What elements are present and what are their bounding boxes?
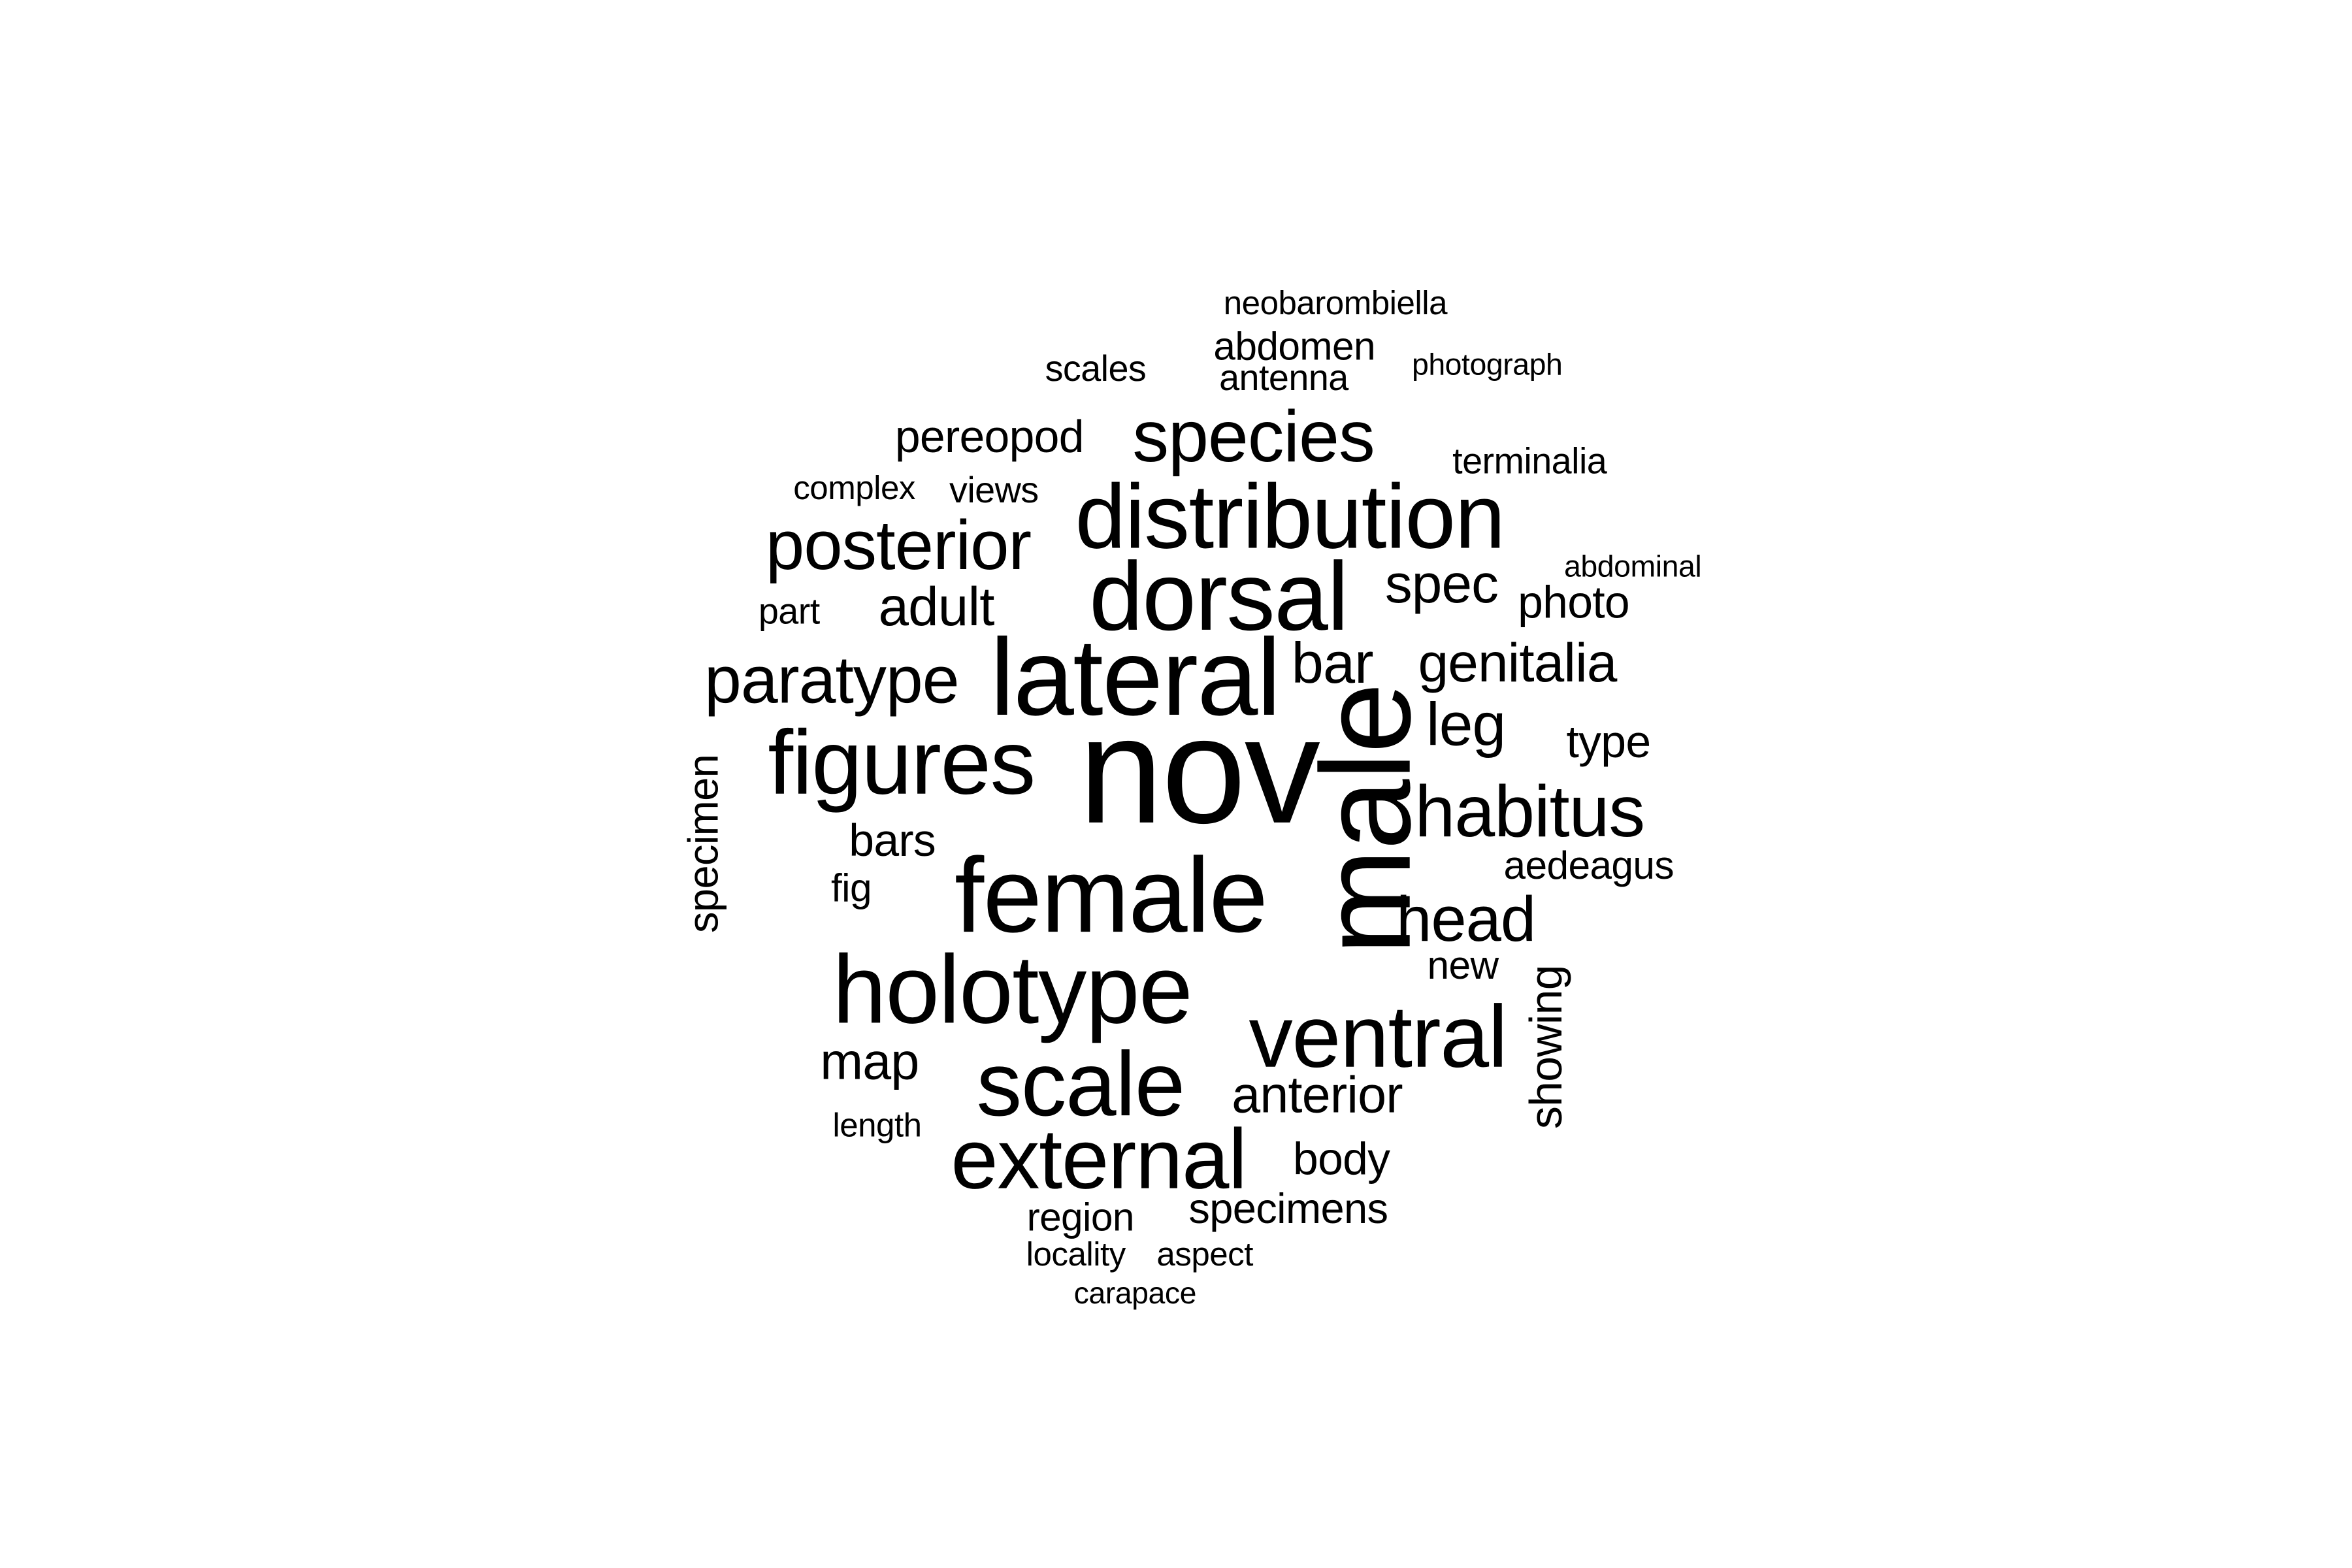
word-nov: nov xyxy=(1079,685,1320,856)
word-neobarombiella: neobarombiella xyxy=(1223,284,1448,322)
word-new: new xyxy=(1427,942,1499,988)
word-abdomen: abdomen xyxy=(1213,323,1375,369)
word-genitalia: genitalia xyxy=(1418,631,1618,694)
word-fig: fig xyxy=(830,864,872,911)
word-antenna: antenna xyxy=(1219,358,1348,399)
word-photo: photo xyxy=(1518,578,1630,629)
word-aspect: aspect xyxy=(1156,1235,1253,1273)
word-type: type xyxy=(1566,717,1651,768)
word-posterior: posterior xyxy=(765,505,1032,585)
word-species: species xyxy=(1132,397,1375,478)
word-paratype: paratype xyxy=(704,643,960,718)
word-abdominal: abdominal xyxy=(1564,551,1702,585)
word-head: head xyxy=(1396,883,1536,955)
word-complex: complex xyxy=(793,468,915,507)
word-distribution: distribution xyxy=(1075,466,1506,568)
word-figures: figures xyxy=(768,711,1036,813)
word-leg: leg xyxy=(1426,692,1506,759)
word-ventral: ventral xyxy=(1249,988,1507,1086)
word-habitus: habitus xyxy=(1414,772,1645,853)
word-part: part xyxy=(758,591,820,633)
word-carapace: carapace xyxy=(1073,1277,1197,1311)
word-specimen: specimen xyxy=(679,754,727,933)
word-pereopod: pereopod xyxy=(894,412,1085,463)
word-showing: showing xyxy=(1522,965,1573,1129)
word-female: female xyxy=(955,836,1268,955)
word-body: body xyxy=(1293,1135,1390,1185)
word-adult: adult xyxy=(878,575,994,638)
word-bars: bars xyxy=(849,816,936,867)
word-spec: spec xyxy=(1384,552,1499,615)
word-scales: scales xyxy=(1045,349,1147,390)
word-lateral: lateral xyxy=(990,617,1281,740)
word-holotype: holotype xyxy=(832,934,1193,1044)
word-specimens: specimens xyxy=(1188,1184,1388,1232)
word-terminalia: terminalia xyxy=(1452,441,1607,483)
word-length: length xyxy=(832,1106,922,1145)
word-scale: scale xyxy=(976,1033,1186,1135)
word-views: views xyxy=(949,470,1039,512)
word-map: map xyxy=(820,1033,919,1091)
word-bar: bar xyxy=(1291,632,1374,697)
word-locality: locality xyxy=(1026,1235,1126,1273)
word-photograph: photograph xyxy=(1411,349,1563,383)
word-aedeagus: aedeagus xyxy=(1503,842,1674,888)
word-dorsal: dorsal xyxy=(1089,542,1348,651)
word-anterior: anterior xyxy=(1232,1066,1403,1125)
word-region: region xyxy=(1026,1194,1135,1240)
word-external: external xyxy=(951,1111,1247,1207)
